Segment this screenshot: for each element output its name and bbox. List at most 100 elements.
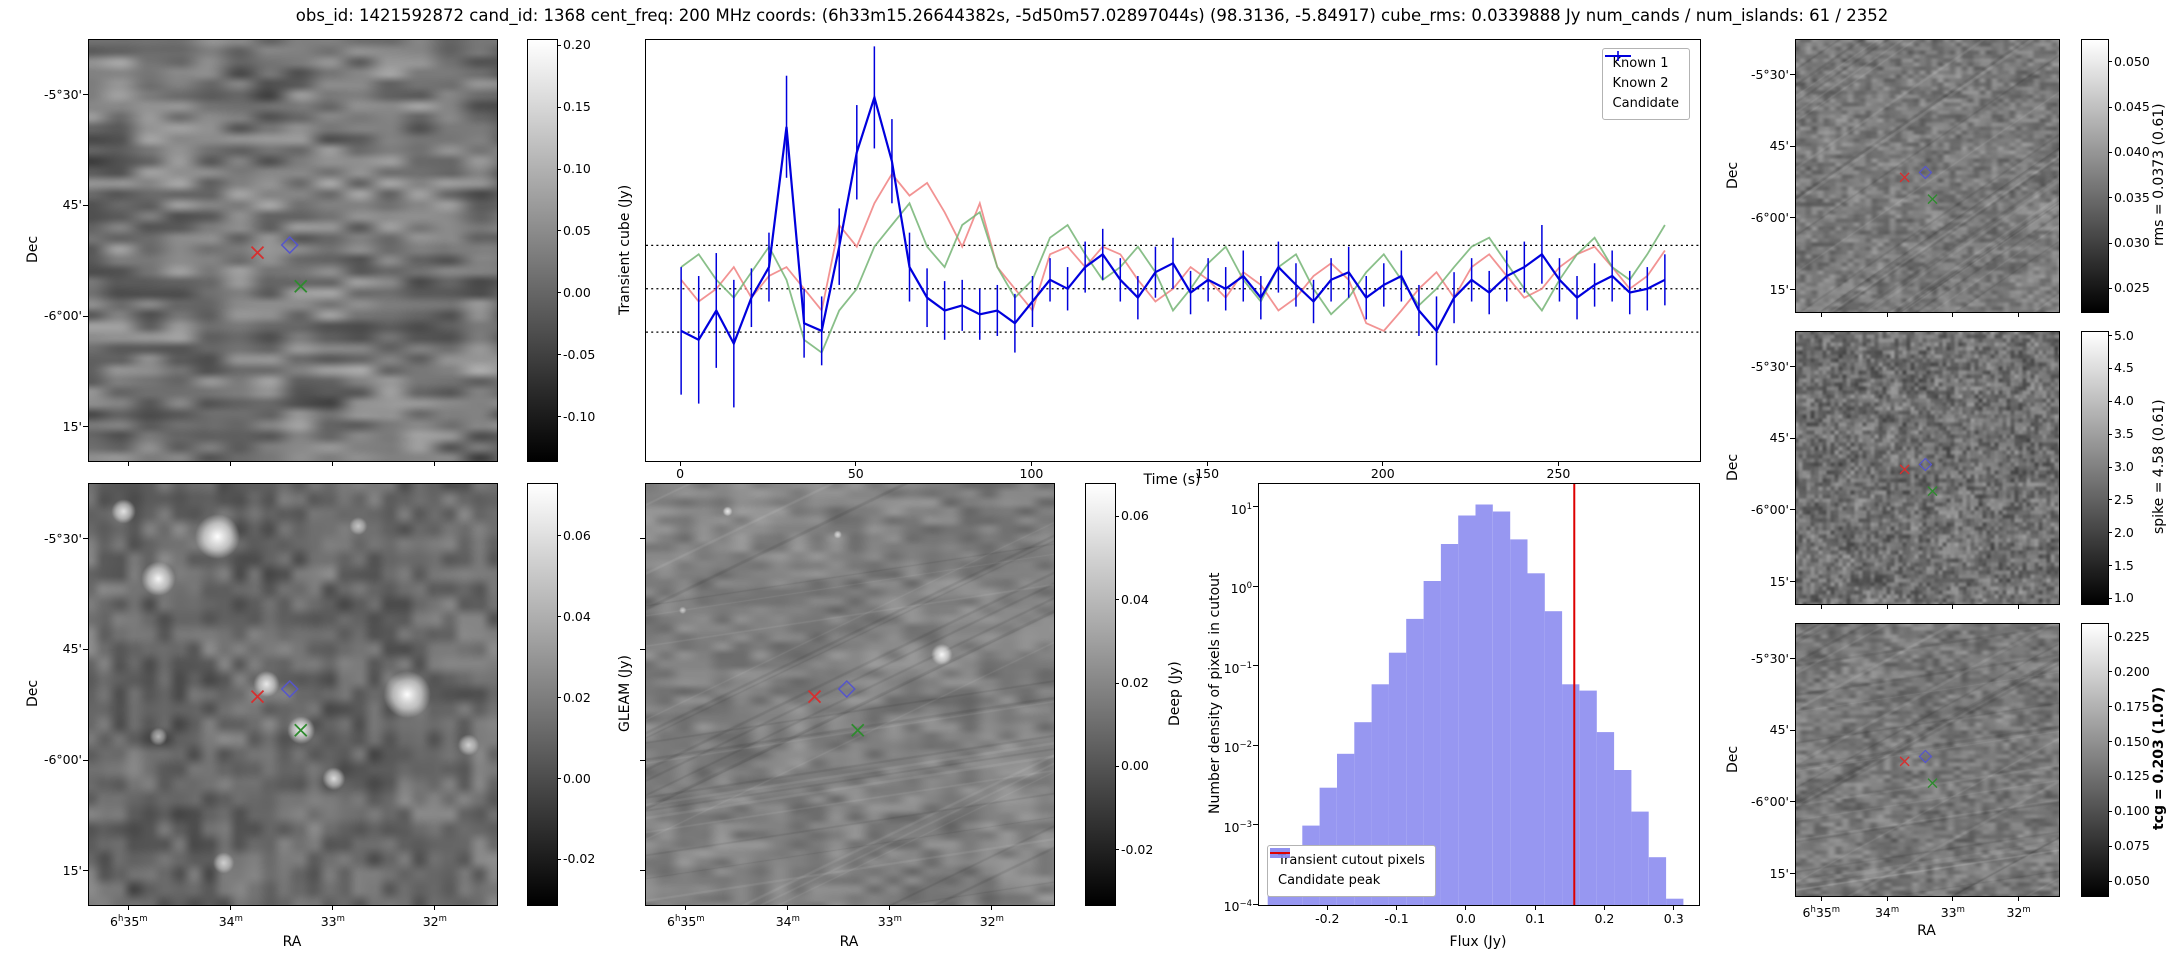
ra-tick-mark bbox=[434, 461, 436, 466]
ra-tick-mark bbox=[1820, 604, 1822, 609]
colorbar-tick-label: -0.02 bbox=[1121, 841, 1154, 857]
colorbar-transient bbox=[527, 39, 558, 462]
candidate-position-marker-icon bbox=[250, 245, 265, 260]
histogram-bar bbox=[1406, 618, 1424, 905]
dec-tick-mark bbox=[83, 870, 88, 872]
colorbar-tick-mark bbox=[2108, 636, 2112, 638]
colorbar-tick-mark bbox=[2108, 106, 2112, 108]
density-tick-label: 100 bbox=[1230, 581, 1252, 597]
colorbar-tick-label: 1.5 bbox=[2114, 557, 2134, 573]
time-tick-label: 100 bbox=[1019, 466, 1044, 481]
dec-tick-label: 15' bbox=[1769, 281, 1789, 297]
colorbar-tick-mark bbox=[2108, 466, 2112, 468]
colorbar-tick-label: 0.075 bbox=[2114, 838, 2150, 854]
dec-tick-mark bbox=[83, 426, 88, 428]
deep-markers-overlay bbox=[807, 679, 865, 737]
density-tick-label: 10−3 bbox=[1223, 819, 1252, 835]
histogram-bar bbox=[1388, 652, 1407, 905]
known-source-2-marker-icon bbox=[1927, 194, 1938, 205]
ra-tick-label: 34m bbox=[218, 914, 243, 930]
known-source-2-marker-icon bbox=[1927, 778, 1938, 789]
colorbar-rms-label: rms = 0.0373 (0.61) bbox=[2151, 103, 2167, 247]
figure-title: obs_id: 1421592872 cand_id: 1368 cent_fr… bbox=[295, 6, 1889, 25]
flux-tick-label: 0.1 bbox=[1525, 911, 1546, 926]
dec-tick-label: 45' bbox=[1769, 722, 1789, 738]
histogram-bar bbox=[1527, 573, 1545, 905]
colorbar-tick-mark bbox=[557, 168, 561, 170]
colorbar-tick-label: 0.04 bbox=[1121, 591, 1149, 607]
dec-tick-mark bbox=[83, 538, 88, 540]
known-source-2-marker-icon bbox=[1927, 486, 1938, 497]
ra-tick-label: 6h35m bbox=[1802, 905, 1841, 921]
time-tick-label: 200 bbox=[1370, 466, 1395, 481]
colorbar-tick-label: 1.0 bbox=[2114, 590, 2134, 606]
colorbar-tick-mark bbox=[557, 44, 561, 46]
flux-tick-mark bbox=[1465, 905, 1467, 910]
dec-tick-mark bbox=[1790, 289, 1795, 290]
density-tick-mark bbox=[1253, 744, 1258, 746]
colorbar-tick-label: 0.20 bbox=[563, 37, 591, 53]
ra-tick-mark bbox=[1820, 312, 1822, 317]
ra-tick-mark bbox=[2018, 604, 2020, 609]
ra-tick-mark bbox=[685, 905, 687, 910]
colorbar-tick-label: -0.05 bbox=[563, 346, 596, 362]
histogram-bar bbox=[1440, 544, 1459, 905]
lightcurve-series bbox=[680, 93, 1666, 347]
time-tick-label: 0 bbox=[676, 466, 685, 481]
colorbar-tick-label: 0.175 bbox=[2114, 698, 2150, 714]
colorbar-tick-label: 0.15 bbox=[563, 99, 591, 115]
colorbar-tick-label: 3.5 bbox=[2114, 426, 2134, 442]
colorbar-gleam-label: GLEAM (Jy) bbox=[617, 655, 633, 732]
colorbar-tick-mark bbox=[2108, 61, 2112, 63]
colorbar-spike bbox=[2081, 331, 2109, 605]
dec-tick-mark bbox=[83, 315, 88, 317]
ra-tick-mark bbox=[230, 461, 232, 466]
dec-tick-mark bbox=[1790, 145, 1795, 147]
flux-axis-label: Flux (Jy) bbox=[1449, 934, 1507, 950]
colorbar-tick-mark bbox=[1115, 599, 1119, 601]
colorbar-tick-label: 0.06 bbox=[1121, 508, 1149, 524]
colorbar-gleam bbox=[527, 483, 558, 906]
colorbar-tick-label: 0.025 bbox=[2114, 280, 2150, 296]
colorbar-tick-mark bbox=[2108, 367, 2112, 369]
histogram-bar bbox=[1510, 539, 1528, 905]
legend-line-swatch bbox=[1270, 851, 1290, 854]
dec-axis-label: Dec bbox=[1725, 745, 1741, 773]
colorbar-tick-label: 0.02 bbox=[1121, 675, 1149, 691]
ra-tick-mark bbox=[1952, 604, 1954, 609]
candidate-position-marker-icon bbox=[1899, 464, 1910, 475]
histogram-legend: Transient cutout pixels Candidate peak bbox=[1267, 844, 1436, 897]
dec-tick-label: -6°00' bbox=[43, 752, 82, 768]
ra-tick-label: 33m bbox=[877, 914, 902, 930]
ra-tick-label: 34m bbox=[1874, 905, 1900, 921]
dec-tick-label: -6°00' bbox=[43, 308, 82, 324]
colorbar-tick-label: 0.050 bbox=[2114, 873, 2150, 889]
ra-tick-mark bbox=[1886, 604, 1888, 609]
colorbar-tick-mark bbox=[557, 106, 561, 108]
ra-tick-mark bbox=[1952, 896, 1954, 901]
ra-tick-mark bbox=[1886, 896, 1888, 901]
dec-tick-label: -5°30' bbox=[1750, 66, 1789, 82]
dec-tick-label: 15' bbox=[62, 862, 82, 878]
legend-label: Known 2 bbox=[1612, 76, 1669, 92]
legend-item: Candidate bbox=[1604, 51, 1679, 114]
ra-tick-label: 33m bbox=[1940, 905, 1965, 921]
ra-tick-mark bbox=[2018, 312, 2020, 317]
colorbar-tick-label: 0.02 bbox=[563, 689, 591, 705]
colorbar-tick-label: 0.150 bbox=[2114, 733, 2150, 749]
histogram-bar bbox=[1423, 581, 1441, 905]
dec-tick-label: 45' bbox=[62, 641, 82, 657]
ra-tick-label: 6h35m bbox=[667, 914, 705, 930]
dec-tick-label: 15' bbox=[62, 418, 82, 434]
lightcurve-series bbox=[680, 201, 1666, 354]
ra-tick-label: 32m bbox=[2006, 905, 2031, 921]
candidate-position-marker-icon bbox=[1899, 756, 1910, 767]
colorbar-tick-label: 2.0 bbox=[2114, 524, 2134, 540]
ra-tick-mark bbox=[230, 905, 232, 910]
known-source-1-marker-icon bbox=[1918, 457, 1933, 472]
ra-tick-mark bbox=[1952, 312, 1954, 317]
histogram-bar bbox=[1544, 611, 1563, 905]
histogram-bar bbox=[1631, 811, 1649, 905]
ra-tick-mark bbox=[332, 905, 334, 910]
